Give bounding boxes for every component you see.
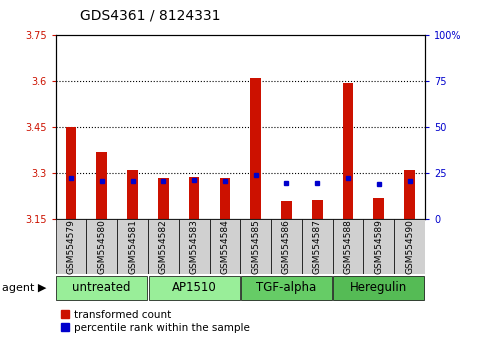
- Text: AP1510: AP1510: [172, 281, 216, 294]
- Bar: [96, 152, 107, 219]
- Text: GSM554579: GSM554579: [67, 219, 75, 274]
- Bar: [250, 78, 261, 219]
- Text: GSM554582: GSM554582: [159, 219, 168, 274]
- Bar: [312, 200, 323, 219]
- Bar: [66, 127, 76, 219]
- Text: GSM554580: GSM554580: [97, 219, 106, 274]
- Bar: [179, 219, 210, 274]
- Bar: [373, 198, 384, 219]
- Text: GSM554584: GSM554584: [220, 219, 229, 274]
- Bar: [364, 219, 394, 274]
- Text: TGF-alpha: TGF-alpha: [256, 281, 316, 294]
- Text: GSM554585: GSM554585: [251, 219, 260, 274]
- Text: untreated: untreated: [72, 281, 131, 294]
- Bar: [56, 276, 147, 299]
- Text: GSM554586: GSM554586: [282, 219, 291, 274]
- Bar: [404, 170, 415, 219]
- Bar: [189, 177, 199, 219]
- Text: GSM554583: GSM554583: [190, 219, 199, 274]
- Bar: [394, 219, 425, 274]
- Bar: [241, 276, 332, 299]
- Bar: [210, 219, 240, 274]
- Bar: [333, 276, 425, 299]
- Bar: [149, 276, 240, 299]
- Text: GSM554588: GSM554588: [343, 219, 353, 274]
- Bar: [127, 170, 138, 219]
- Bar: [302, 219, 333, 274]
- Bar: [86, 219, 117, 274]
- Text: agent ▶: agent ▶: [2, 282, 47, 293]
- Bar: [56, 219, 86, 274]
- Bar: [241, 219, 271, 274]
- Bar: [148, 219, 179, 274]
- Bar: [219, 178, 230, 219]
- Text: GSM554590: GSM554590: [405, 219, 414, 274]
- Legend: transformed count, percentile rank within the sample: transformed count, percentile rank withi…: [61, 310, 250, 333]
- Bar: [158, 178, 169, 219]
- Bar: [271, 219, 302, 274]
- Text: GSM554581: GSM554581: [128, 219, 137, 274]
- Text: GSM554587: GSM554587: [313, 219, 322, 274]
- Bar: [281, 201, 292, 219]
- Text: GSM554589: GSM554589: [374, 219, 384, 274]
- Text: Heregulin: Heregulin: [350, 281, 408, 294]
- Bar: [333, 219, 364, 274]
- Bar: [117, 219, 148, 274]
- Text: GDS4361 / 8124331: GDS4361 / 8124331: [80, 9, 220, 23]
- Bar: [342, 83, 354, 219]
